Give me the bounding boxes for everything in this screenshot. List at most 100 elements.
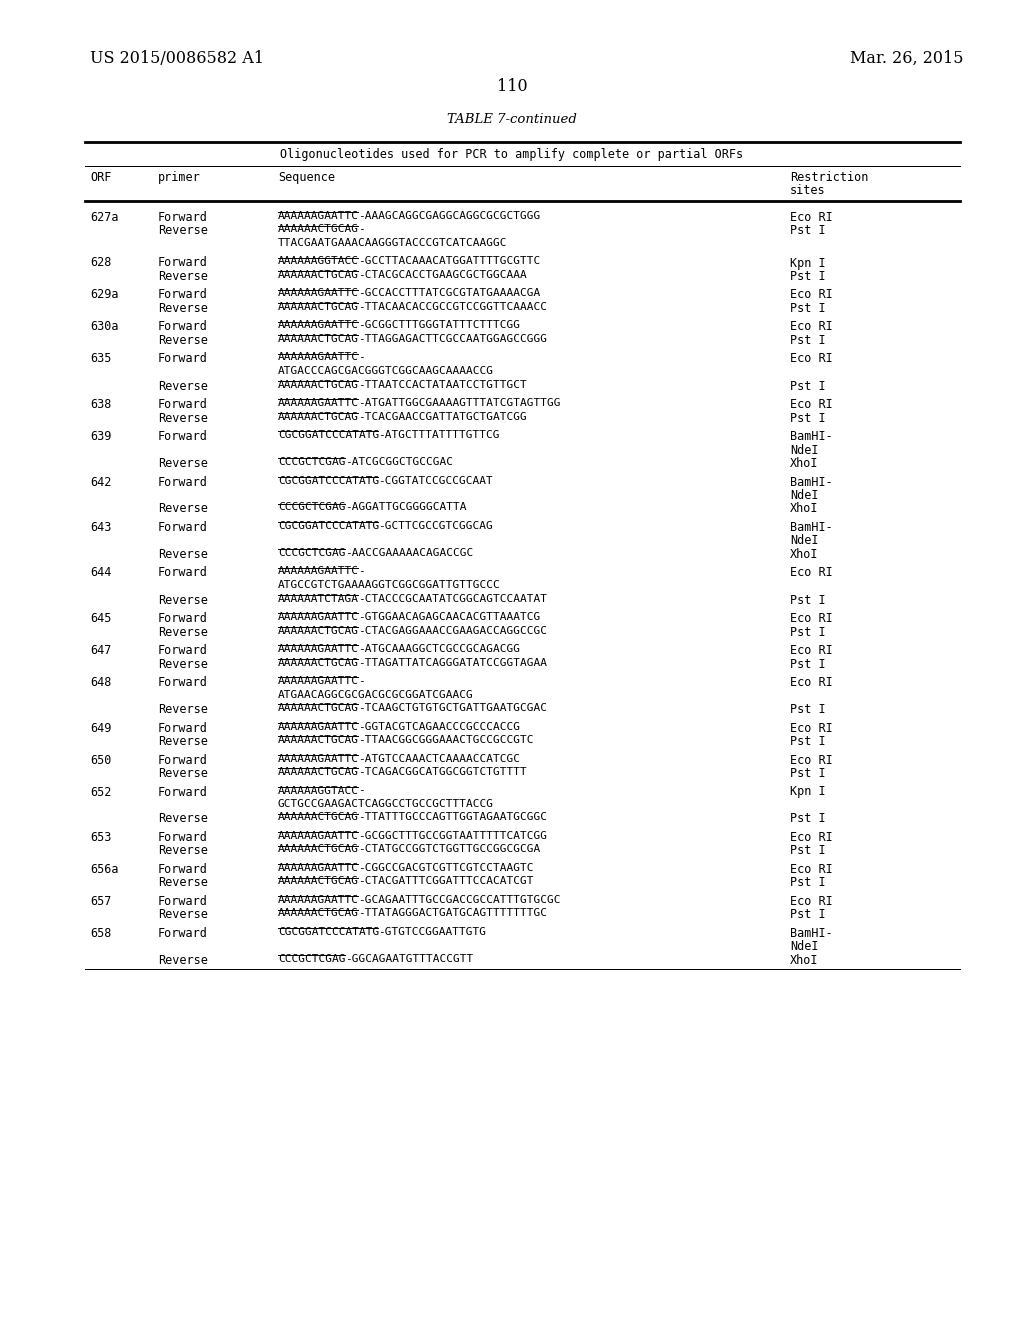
Text: -TTACAACACCGCCGTCCGGTTCAAACC: -TTACAACACCGCCGTCCGGTTCAAACC (358, 302, 547, 312)
Text: ORF: ORF (90, 172, 112, 183)
Text: Reverse: Reverse (158, 908, 208, 921)
Text: Eco RI: Eco RI (790, 722, 833, 734)
Text: -GCCACCTTTATCGCGTATGAAAACGA: -GCCACCTTTATCGCGTATGAAAACGA (358, 289, 541, 298)
Text: Reverse: Reverse (158, 657, 208, 671)
Text: 629a: 629a (90, 289, 119, 301)
Text: 635: 635 (90, 352, 112, 366)
Text: AAAAAAGAATTC: AAAAAAGAATTC (278, 399, 359, 408)
Text: AAAAAAGAATTC: AAAAAAGAATTC (278, 644, 359, 653)
Text: 645: 645 (90, 612, 112, 624)
Text: CGCGGATCCCATATG: CGCGGATCCCATATG (278, 521, 379, 531)
Text: -TTATTTGCCCAGTTGGTAGAATGCGGC: -TTATTTGCCCAGTTGGTAGAATGCGGC (358, 813, 547, 822)
Text: Restriction: Restriction (790, 172, 868, 183)
Text: -ATGCTTTATTTTGTTCG: -ATGCTTTATTTTGTTCG (378, 430, 500, 440)
Text: XhoI: XhoI (790, 548, 818, 561)
Text: Forward: Forward (158, 895, 208, 908)
Text: 653: 653 (90, 832, 112, 843)
Text: NdeI: NdeI (790, 488, 818, 502)
Text: AAAAAAGAATTC: AAAAAAGAATTC (278, 754, 359, 763)
Text: -: - (358, 785, 365, 796)
Text: BamHI-: BamHI- (790, 475, 833, 488)
Text: AAAAAACTGCAG: AAAAAACTGCAG (278, 908, 359, 919)
Text: AAAAAACTGCAG: AAAAAACTGCAG (278, 657, 359, 668)
Text: Forward: Forward (158, 722, 208, 734)
Text: -GCAGAATTTGCCGACCGCCATTTGTGCGC: -GCAGAATTTGCCGACCGCCATTTGTGCGC (358, 895, 560, 906)
Text: Reverse: Reverse (158, 704, 208, 715)
Text: AAAAAAGAATTC: AAAAAAGAATTC (278, 676, 359, 686)
Text: AAAAAAGAATTC: AAAAAAGAATTC (278, 612, 359, 622)
Text: Forward: Forward (158, 927, 208, 940)
Text: -TTAGATTATCAGGGATATCCGGTAGAA: -TTAGATTATCAGGGATATCCGGTAGAA (358, 657, 547, 668)
Text: -CTACCCGCAATATCGGCAGTCCAATAT: -CTACCCGCAATATCGGCAGTCCAATAT (358, 594, 547, 603)
Text: Kpn I: Kpn I (790, 256, 825, 269)
Text: Forward: Forward (158, 754, 208, 767)
Text: 644: 644 (90, 566, 112, 579)
Text: Forward: Forward (158, 256, 208, 269)
Text: -: - (358, 676, 365, 686)
Text: -TCAAGCTGTGTGCTGATTGAATGCGAC: -TCAAGCTGTGTGCTGATTGAATGCGAC (358, 704, 547, 713)
Text: 658: 658 (90, 927, 112, 940)
Text: -TCAGACGGCATGGCGGTCTGTTTT: -TCAGACGGCATGGCGGTCTGTTTT (358, 767, 527, 777)
Text: Eco RI: Eco RI (790, 676, 833, 689)
Text: Kpn I: Kpn I (790, 785, 825, 799)
Text: AAAAAACTGCAG: AAAAAACTGCAG (278, 302, 359, 312)
Text: -CTATGCCGGTCTGGTTGCCGGCGCGA: -CTATGCCGGTCTGGTTGCCGGCGCGA (358, 845, 541, 854)
Text: Pst I: Pst I (790, 334, 825, 347)
Text: TABLE 7-continued: TABLE 7-continued (447, 114, 577, 125)
Text: Reverse: Reverse (158, 845, 208, 858)
Text: AAAAAACTGCAG: AAAAAACTGCAG (278, 412, 359, 421)
Text: CGCGGATCCCATATG: CGCGGATCCCATATG (278, 927, 379, 937)
Text: Reverse: Reverse (158, 626, 208, 639)
Text: Pst I: Pst I (790, 380, 825, 392)
Text: Reverse: Reverse (158, 457, 208, 470)
Text: Mar. 26, 2015: Mar. 26, 2015 (851, 50, 964, 67)
Text: -AGGATTGCGGGGCATTA: -AGGATTGCGGGGCATTA (345, 503, 466, 512)
Text: AAAAAACTGCAG: AAAAAACTGCAG (278, 704, 359, 713)
Text: Forward: Forward (158, 644, 208, 657)
Text: Forward: Forward (158, 321, 208, 334)
Text: CCCGCTCGAG: CCCGCTCGAG (278, 457, 345, 467)
Text: -: - (358, 352, 365, 363)
Text: Reverse: Reverse (158, 954, 208, 968)
Text: 639: 639 (90, 430, 112, 444)
Text: Pst I: Pst I (790, 767, 825, 780)
Text: 630a: 630a (90, 321, 119, 334)
Text: 649: 649 (90, 722, 112, 734)
Text: Eco RI: Eco RI (790, 211, 833, 224)
Text: Forward: Forward (158, 566, 208, 579)
Text: -ATGATTGGCGAAAAGTTTATCGTAGTTGG: -ATGATTGGCGAAAAGTTTATCGTAGTTGG (358, 399, 560, 408)
Text: Forward: Forward (158, 863, 208, 876)
Text: -TTATAGGGACTGATGCAGTTTTTTTGC: -TTATAGGGACTGATGCAGTTTTTTTGC (358, 908, 547, 919)
Text: Reverse: Reverse (158, 224, 208, 238)
Text: Reverse: Reverse (158, 503, 208, 516)
Text: AAAAAAGAATTC: AAAAAAGAATTC (278, 895, 359, 906)
Text: -GTGTCCGGAATTGTG: -GTGTCCGGAATTGTG (378, 927, 486, 937)
Text: AAAAAACTGCAG: AAAAAACTGCAG (278, 334, 359, 345)
Text: AAAAAAGGTACC: AAAAAAGGTACC (278, 785, 359, 796)
Text: Forward: Forward (158, 211, 208, 224)
Text: 657: 657 (90, 895, 112, 908)
Text: Reverse: Reverse (158, 271, 208, 282)
Text: AAAAAACTGCAG: AAAAAACTGCAG (278, 224, 359, 235)
Text: 642: 642 (90, 475, 112, 488)
Text: Reverse: Reverse (158, 813, 208, 825)
Text: Eco RI: Eco RI (790, 289, 833, 301)
Text: -CGGCCGACGTCGTTCGTCCTAAGTC: -CGGCCGACGTCGTTCGTCCTAAGTC (358, 863, 534, 873)
Text: Pst I: Pst I (790, 735, 825, 748)
Text: -GCGGCTTTGCCGGTAATTTTTCATCGG: -GCGGCTTTGCCGGTAATTTTTCATCGG (358, 832, 547, 841)
Text: Reverse: Reverse (158, 594, 208, 606)
Text: AAAAAACTGCAG: AAAAAACTGCAG (278, 626, 359, 635)
Text: Pst I: Pst I (790, 704, 825, 715)
Text: XhoI: XhoI (790, 457, 818, 470)
Text: -GTGGAACAGAGCAACACGTTAAATCG: -GTGGAACAGAGCAACACGTTAAATCG (358, 612, 541, 622)
Text: -: - (358, 566, 365, 577)
Text: AAAAAAGAATTC: AAAAAAGAATTC (278, 211, 359, 220)
Text: CCCGCTCGAG: CCCGCTCGAG (278, 548, 345, 558)
Text: AAAAAAGAATTC: AAAAAAGAATTC (278, 832, 359, 841)
Text: AAAAAAGAATTC: AAAAAAGAATTC (278, 722, 359, 731)
Text: AAAAAAGAATTC: AAAAAAGAATTC (278, 352, 359, 363)
Text: Reverse: Reverse (158, 876, 208, 890)
Text: -ATCGCGGCTGCCGAC: -ATCGCGGCTGCCGAC (345, 457, 453, 467)
Text: Pst I: Pst I (790, 224, 825, 238)
Text: -CGGTATCCGCCGCAAT: -CGGTATCCGCCGCAAT (378, 475, 493, 486)
